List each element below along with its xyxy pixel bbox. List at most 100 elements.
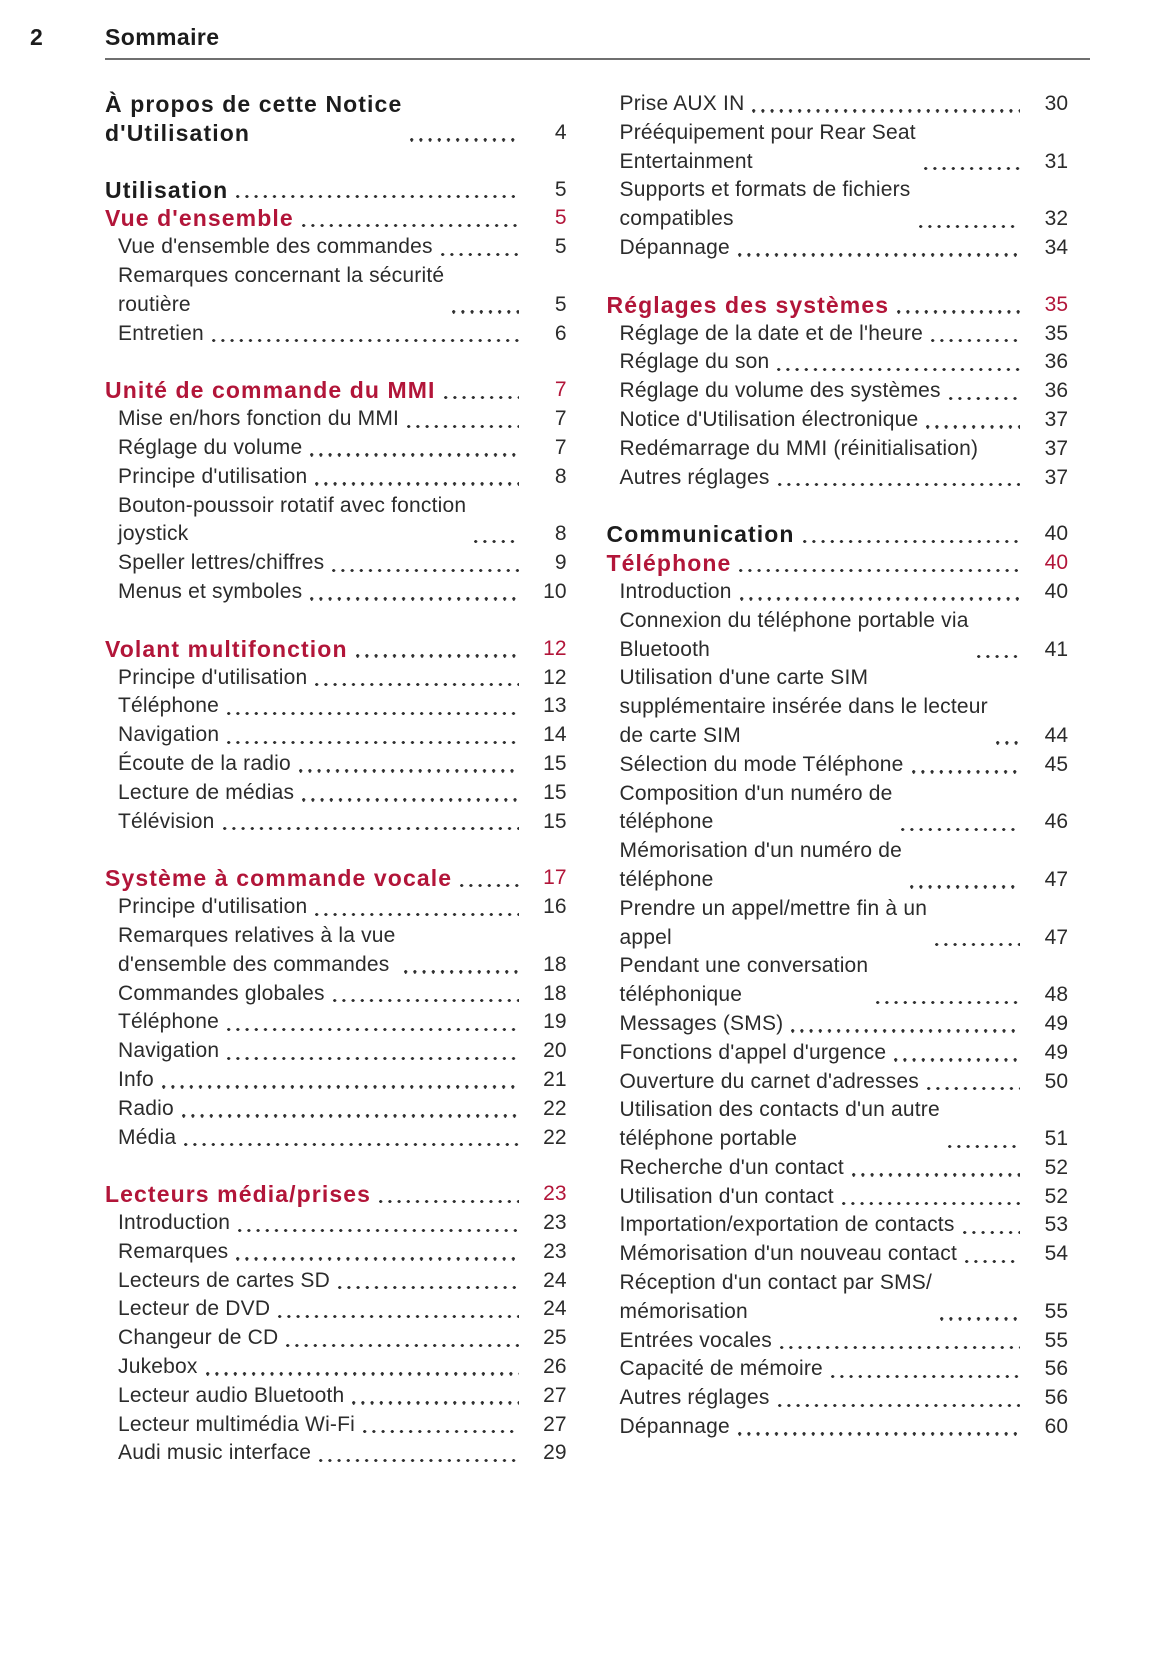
toc-leader-dots bbox=[923, 167, 1020, 171]
toc-page-number: 44 bbox=[1044, 723, 1068, 747]
toc-page-number: 8 bbox=[554, 464, 567, 488]
toc-entry-label: Réglage de la date et de l'heure bbox=[619, 321, 923, 345]
toc-leader-dots bbox=[440, 252, 519, 256]
toc-entry-label: Utilisation des contacts d'un autre télé… bbox=[619, 1098, 940, 1151]
toc-page-number: 35 bbox=[1044, 321, 1068, 345]
toc-entry: Mémorisation d'un nouveau contact 54 bbox=[607, 1240, 1069, 1269]
toc-page-number: 23 bbox=[543, 1211, 567, 1235]
toc-leader-dots bbox=[310, 453, 519, 457]
toc-entry-label: Principe d'utilisation bbox=[118, 665, 308, 689]
toc-page-number: 26 bbox=[543, 1355, 567, 1379]
toc-page-number: 18 bbox=[543, 952, 567, 976]
toc-entry: Bouton-poussoir rotatif avec fonction jo… bbox=[105, 492, 567, 550]
toc-page-number: 18 bbox=[543, 981, 567, 1005]
toc-leader-dots bbox=[900, 827, 1020, 832]
toc-entry-label: Dépannage bbox=[619, 1415, 730, 1439]
toc-entry: Changeur de CD 25 bbox=[105, 1324, 567, 1353]
toc-entry-label: Réception d'un contact par SMS/ mémorisa… bbox=[619, 1271, 933, 1323]
toc-page-number: 34 bbox=[1044, 235, 1068, 259]
toc-page-number: 7 bbox=[554, 407, 567, 431]
toc-entry: À propos de cette Notice d'Utilisation 4 bbox=[105, 90, 567, 148]
toc-entry-label: Ouverture du carnet d'adresses bbox=[619, 1069, 919, 1093]
toc-entry: Réglages des systèmes 35 bbox=[607, 291, 1069, 320]
toc-entry: Prendre un appel/mettre fin à un appel 47 bbox=[607, 895, 1069, 953]
toc-page-number: 37 bbox=[1044, 436, 1068, 460]
toc-page-number: 54 bbox=[1044, 1242, 1068, 1266]
toc-leader-dots bbox=[739, 568, 1020, 572]
toc-entry-label: Composition d'un numéro de téléphone bbox=[619, 781, 893, 834]
toc-page-number: 40 bbox=[1044, 522, 1068, 546]
toc-page-number: 4 bbox=[554, 120, 567, 144]
toc-leader-dots bbox=[927, 1086, 1020, 1091]
toc-entry-label: Réglage du son bbox=[619, 350, 770, 374]
toc-page-number: 15 bbox=[543, 780, 567, 804]
toc-page-number: 36 bbox=[1044, 379, 1068, 403]
toc-leader-dots bbox=[184, 1142, 519, 1147]
toc-leader-dots bbox=[930, 338, 1020, 343]
toc-entry: Lecteur multimédia Wi-Fi 27 bbox=[105, 1411, 567, 1440]
toc-group: À propos de cette Notice d'Utilisation 4 bbox=[105, 90, 567, 148]
toc-entry-label: À propos de cette Notice d'Utilisation bbox=[105, 91, 403, 146]
toc-entry: Prééquipement pour Rear Seat Entertainme… bbox=[607, 119, 1069, 177]
toc-entry-label: Audi music interface bbox=[118, 1441, 312, 1465]
toc-entry: Introduction 40 bbox=[607, 578, 1069, 607]
toc-entry-label: Vue d'ensemble des commandes bbox=[118, 235, 433, 259]
toc-entry-label: Connexion du téléphone portable via Blue… bbox=[619, 608, 969, 661]
toc-entry: Système à commande vocale 17 bbox=[105, 864, 567, 893]
toc-entry-label: Introduction bbox=[118, 1211, 231, 1235]
toc-leader-dots bbox=[777, 367, 1020, 372]
toc-entry: Prise AUX IN 30 bbox=[607, 90, 1069, 119]
toc-entry: Utilisation d'un contact 52 bbox=[607, 1183, 1069, 1212]
toc-leader-dots bbox=[779, 1346, 1020, 1350]
toc-entry-label: Autres réglages bbox=[619, 465, 770, 489]
toc-entry-label: Jukebox bbox=[118, 1355, 198, 1379]
toc-entry-label: Prise AUX IN bbox=[619, 92, 745, 115]
toc-entry-label: Téléphone bbox=[118, 1010, 220, 1034]
toc-entry: Lecteur audio Bluetooth 27 bbox=[105, 1382, 567, 1411]
toc-entry-label: Vue d'ensemble bbox=[105, 205, 294, 232]
toc-leader-dots bbox=[181, 1114, 519, 1118]
toc-entry: Remarques 23 bbox=[105, 1238, 567, 1267]
toc-entry: Utilisation 5 bbox=[105, 176, 567, 205]
toc-entry: Autres réglages 37 bbox=[607, 464, 1069, 493]
toc-leader-dots bbox=[851, 1173, 1020, 1177]
toc-leader-dots bbox=[443, 395, 519, 400]
toc-leader-dots bbox=[227, 711, 519, 716]
toc-entry-label: Mémorisation d'un nouveau contact bbox=[619, 1242, 957, 1266]
toc-entry-label: Lecture de médias bbox=[118, 780, 295, 804]
toc-entry-label: Sélection du mode Téléphone bbox=[619, 752, 904, 776]
toc-entry: Commandes globales 18 bbox=[105, 980, 567, 1009]
toc-entry-label: Écoute de la radio bbox=[118, 751, 291, 775]
toc-entry-label: Média bbox=[118, 1125, 177, 1149]
toc-entry-label: Lecteurs de cartes SD bbox=[118, 1268, 330, 1292]
toc-leader-dots bbox=[777, 482, 1020, 487]
toc-leader-dots bbox=[315, 482, 519, 486]
toc-leader-dots bbox=[302, 798, 519, 802]
toc-leader-dots bbox=[403, 970, 519, 974]
toc-entry: Entretien 6 bbox=[105, 320, 567, 349]
toc-leader-dots bbox=[876, 1000, 1020, 1004]
toc-entry-label: Lecteur audio Bluetooth bbox=[118, 1383, 345, 1407]
toc-entry-label: Téléphone bbox=[118, 694, 220, 718]
toc-leader-dots bbox=[211, 338, 519, 343]
toc-entry: Remarques concernant la sécurité routièr… bbox=[105, 262, 567, 320]
toc-entry-label: Capacité de mémoire bbox=[619, 1357, 823, 1381]
toc-entry-label: Remarques relatives à la vue d'ensemble … bbox=[118, 923, 396, 976]
toc-group: Communication 40 Téléphone 40 Introduction 40… bbox=[607, 520, 1069, 1442]
toc-leader-dots bbox=[474, 539, 519, 544]
toc-leader-dots bbox=[337, 1286, 519, 1290]
toc-entry: Dépannage 60 bbox=[607, 1413, 1069, 1442]
toc-page-number: 48 bbox=[1044, 983, 1068, 1007]
toc-page-number: 5 bbox=[554, 235, 567, 259]
toc-entry: Réception d'un contact par SMS/ mémorisa… bbox=[607, 1269, 1069, 1327]
toc-page-number: 41 bbox=[1044, 637, 1068, 661]
toc-entry: Télévision 15 bbox=[105, 808, 567, 837]
toc-entry: Mémorisation d'un numéro de téléphone 47 bbox=[607, 837, 1069, 895]
toc-entry: Vue d'ensemble des commandes 5 bbox=[105, 233, 567, 262]
toc-entry-label: Utilisation d'un contact bbox=[619, 1184, 834, 1208]
toc-group: Volant multifonction 12 Principe d'utilisa… bbox=[105, 635, 567, 837]
toc-entry-label: Mise en/hors fonction du MMI bbox=[118, 407, 400, 431]
toc-page-number: 22 bbox=[543, 1125, 567, 1149]
toc-page-number: 7 bbox=[554, 378, 567, 402]
